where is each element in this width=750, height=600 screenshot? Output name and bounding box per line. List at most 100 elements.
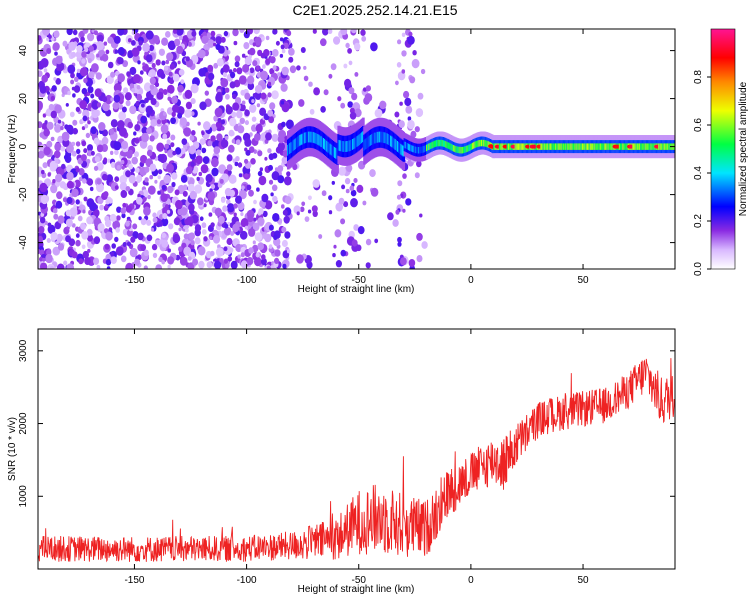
spectrogram-noise-cell <box>227 170 232 175</box>
spectrogram-noise-cell <box>204 90 209 96</box>
spectrogram-noise-cell <box>268 179 274 185</box>
spectrogram-noise-cell <box>125 100 131 107</box>
spectrogram-noise-cell <box>143 265 148 269</box>
spectrogram-noise-cell <box>228 174 237 184</box>
spectrogram-noise-cell <box>344 78 352 88</box>
spectrogram-noise-cell <box>71 223 76 228</box>
spectrogram-noise-cell <box>252 60 258 67</box>
spectrogram-noise-cell <box>260 52 266 59</box>
spectrogram-noise-cell <box>279 37 284 42</box>
spectrogram-noise-cell <box>166 107 174 115</box>
spectrogram-noise-cell <box>218 215 225 224</box>
spectrogram-noise-cell <box>75 167 80 173</box>
spectrogram-noise-cell <box>229 81 236 89</box>
spectrogram-noise-cell <box>250 158 256 165</box>
spectrogram-noise-cell <box>147 185 156 195</box>
spectrogram-noise-cell <box>340 29 348 36</box>
spectrogram-noise-cell <box>69 207 78 217</box>
spectrogram-noise-cell <box>184 109 192 118</box>
spectrogram-noise-cell <box>404 97 412 107</box>
x-tick-label: -100 <box>237 275 257 286</box>
spectrogram-noise-cell <box>61 163 66 170</box>
spectrogram-noise-cell <box>88 45 95 52</box>
spectrogram-noise-cell <box>167 248 171 253</box>
spectrogram-noise-cell <box>224 135 229 140</box>
spectrogram-noise-cell <box>281 226 287 233</box>
spectrogram-noise-cell <box>280 100 285 105</box>
spectrogram-noise-cell <box>235 195 242 204</box>
spectrogram-noise-cell <box>234 61 240 68</box>
spectrogram-noise-cell <box>63 154 69 160</box>
spectrogram-noise-cell <box>401 69 406 74</box>
spectrogram-noise-cell <box>142 62 146 66</box>
spectrogram-noise-cell <box>397 241 402 247</box>
spectrogram-noise-cell <box>117 57 124 65</box>
spectrogram-noise-cell <box>272 213 280 222</box>
spectrogram-noise-cell <box>312 29 317 34</box>
spectrogram-noise-cell <box>288 56 294 63</box>
spectrogram-noise-cell <box>296 65 301 71</box>
spectrogram-noise-cell <box>122 242 127 247</box>
spectrogram-noise-cell <box>110 71 116 78</box>
spectrogram-noise-cell <box>130 236 136 243</box>
spectrogram-noise-cell <box>38 150 45 159</box>
spectrogram-noise-cell <box>166 163 175 173</box>
spectrogram-noise-cell <box>168 71 173 77</box>
spectrogram-noise-cell <box>144 166 150 173</box>
spectrogram-noise-cell <box>103 41 108 46</box>
spectrogram-noise-cell <box>42 113 47 118</box>
spectrogram-noise-cell <box>214 107 223 118</box>
spectrogram-noise-cell <box>87 58 92 64</box>
spectrogram-noise-cell <box>328 195 333 201</box>
spectrogram-noise-cell <box>226 203 235 213</box>
spectrogram-noise-cell <box>397 236 402 243</box>
spectrogram-noise-cell <box>244 225 248 230</box>
spectrogram-noise-cell <box>99 204 104 211</box>
spectrogram-noise-cell <box>107 61 114 69</box>
colorbar-tick-label: 0.0 <box>693 262 704 276</box>
snr-plot-area <box>38 358 675 563</box>
spectrogram-noise-cell <box>271 184 278 192</box>
spectrogram-noise-cell <box>167 149 175 158</box>
spectrogram-noise-cell <box>84 47 89 53</box>
spectrogram-noise-cell <box>166 139 171 145</box>
spectrogram-noise-cell <box>374 108 383 118</box>
spectrogram-noise-cell <box>251 99 255 104</box>
spectrogram-noise-cell <box>68 41 76 51</box>
spectrogram-noise-cell <box>38 235 43 243</box>
spectrogram-noise-cell <box>255 123 263 133</box>
spectrogram-noise-cell <box>50 184 58 194</box>
spectrogram-noise-cell <box>214 207 222 217</box>
spectrogram-noise-cell <box>41 169 45 175</box>
spectrogram-noise-cell <box>120 255 127 263</box>
snr-ticks: -150 -100 -50 0 50 1000 2000 3000 <box>18 329 675 586</box>
spectrogram-noise-cell <box>188 232 195 240</box>
spectrogram-noise-cell <box>253 133 261 142</box>
spectrogram-noise-cell <box>360 29 366 36</box>
spectrogram-noise-cell <box>44 120 48 124</box>
spectrogram-noise-cell <box>183 127 192 137</box>
spectrogram-noise-cell <box>113 35 121 44</box>
spectrogram-noise-cell <box>348 87 355 95</box>
spectrogram-noise-cell <box>173 38 181 47</box>
spectrogram-noise-cell <box>197 246 206 256</box>
spectrogram-noise-cell <box>115 246 124 256</box>
spectrogram-noise-cell <box>364 93 373 103</box>
spectrogram-noise-cell <box>140 244 147 252</box>
spectrogram-noise-cell <box>152 252 158 259</box>
spectrogram-noise-cell <box>203 236 208 242</box>
spectrogram-noise-cell <box>226 164 233 171</box>
spectrogram-noise-cell <box>262 64 266 69</box>
spectrogram-noise-cell <box>142 42 150 53</box>
spectrogram-noise-cell <box>280 44 285 50</box>
spectrogram-noise-cell <box>253 29 260 35</box>
spectrogram-noise-cell <box>114 149 119 156</box>
spectrogram-noise-cell <box>38 100 43 110</box>
spectrogram-noise-cell <box>412 50 417 56</box>
spectrogram-noise-cell <box>73 85 81 93</box>
spectrogram-noise-cell <box>215 43 221 51</box>
spectrogram-noise-cell <box>194 237 201 245</box>
spectrogram-noise-cell <box>161 239 169 248</box>
spectrogram-noise-cell <box>96 182 104 193</box>
spectrogram-noise-cell <box>81 87 88 95</box>
